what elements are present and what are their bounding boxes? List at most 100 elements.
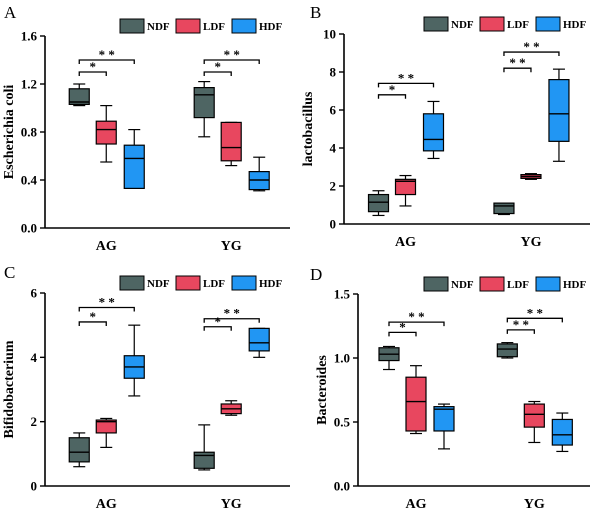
significance-label: * * [398, 70, 414, 85]
box-ldf [405, 365, 427, 435]
legend: NDF LDF HDF [423, 16, 587, 32]
legend-swatch-ldf [175, 275, 201, 291]
legend-swatch-ldf [175, 18, 201, 34]
y-tick-label: 4 [330, 141, 337, 156]
box-body [95, 120, 117, 145]
bracket-line [203, 326, 232, 331]
x-category-label: YG [524, 497, 545, 512]
panel-letter: C [4, 263, 15, 282]
significance-bracket: * * [377, 70, 435, 88]
box-body [422, 113, 445, 152]
box-ndf [193, 424, 215, 471]
bracket-line [377, 82, 435, 88]
bracket-line [506, 329, 535, 334]
significance-bracket: * * [203, 306, 260, 323]
legend-label-ldf: LDF [203, 21, 225, 33]
significance-bracket: * * [506, 305, 563, 323]
significance-label: * [389, 82, 396, 97]
box-body [68, 88, 90, 106]
box-body [551, 418, 573, 446]
legend-swatch-hdf [231, 18, 257, 34]
legend-swatch-ldf [479, 276, 505, 292]
significance-label: * * [224, 306, 240, 321]
significance-bracket: * * [388, 309, 445, 327]
bracket-line [388, 331, 417, 337]
box-body [405, 376, 427, 432]
bracket-line [78, 306, 135, 312]
legend-swatch-hdf [535, 16, 561, 32]
y-axis-label: Bacteroides [315, 355, 330, 425]
legend-swatch-ndf [423, 16, 449, 32]
y-tick-label: 0.4 [21, 173, 38, 188]
box-body [248, 327, 270, 352]
box-ndf [367, 190, 390, 217]
legend-swatch-ldf [479, 16, 505, 32]
significance-label: * [214, 59, 221, 74]
significance-label: * [90, 309, 97, 324]
box-body [523, 403, 545, 428]
box-body [68, 437, 90, 463]
box-ldf [220, 400, 242, 416]
legend-swatch-hdf [535, 276, 561, 292]
significance-label: * * [527, 305, 543, 320]
legend-label-ndf: NDF [147, 278, 170, 290]
legend-swatch-ndf [119, 275, 145, 291]
x-category-label: YG [520, 235, 541, 250]
significance-bracket: * [388, 319, 417, 337]
significance-label: * * [523, 39, 539, 54]
y-tick-label: 1.0 [334, 351, 350, 366]
box-hdf [548, 68, 570, 162]
y-tick-label: 4 [31, 350, 38, 365]
legend-label-hdf: HDF [259, 278, 283, 290]
bracket-line [388, 321, 445, 327]
x-category-label: AG [96, 497, 117, 512]
significance-label: * * [224, 47, 240, 62]
significance-bracket: * [377, 82, 407, 99]
bracket-line [506, 317, 563, 323]
significance-label: * [214, 314, 221, 329]
significance-bracket: * * [503, 39, 560, 57]
significance-label: * * [99, 294, 115, 309]
significance-bracket: * [78, 309, 107, 326]
significance-bracket: * [203, 59, 232, 76]
y-tick-label: 8 [330, 65, 337, 80]
legend: NDF LDF HDF [423, 276, 587, 292]
box-hdf [248, 156, 270, 192]
box-ldf [220, 121, 242, 167]
bracket-line [203, 59, 260, 64]
significance-bracket: * [78, 59, 107, 76]
box-body [496, 343, 518, 358]
x-category-label: YG [221, 239, 242, 254]
y-tick-label: 0.0 [334, 479, 350, 494]
box-hdf [422, 100, 445, 160]
box-body [493, 202, 515, 215]
box-body [367, 193, 390, 213]
x-category-label: AG [395, 235, 416, 250]
y-axis-label: lactobacillus [301, 91, 316, 166]
legend-label-ndf: NDF [451, 279, 474, 291]
legend-swatch-ndf [119, 18, 145, 34]
box-hdf [248, 327, 270, 358]
box-ndf [493, 202, 515, 216]
box-body [394, 178, 417, 196]
significance-label: * * [513, 317, 529, 332]
y-tick-label: 0 [330, 217, 337, 232]
legend: NDF LDF HDF [119, 18, 283, 34]
box-ldf [95, 417, 117, 448]
bracket-line [203, 318, 260, 323]
y-tick-label: 0.8 [21, 125, 38, 140]
legend-label-ndf: NDF [451, 19, 474, 31]
bracket-line [203, 71, 232, 76]
box-body [193, 451, 215, 469]
legend-label-hdf: HDF [563, 279, 587, 291]
significance-label: * * [509, 55, 525, 70]
significance-bracket: * * [506, 317, 535, 334]
y-axis-label: Bifidobacterium [2, 340, 17, 438]
y-tick-label: 1.6 [21, 29, 38, 44]
legend-swatch-hdf [231, 275, 257, 291]
